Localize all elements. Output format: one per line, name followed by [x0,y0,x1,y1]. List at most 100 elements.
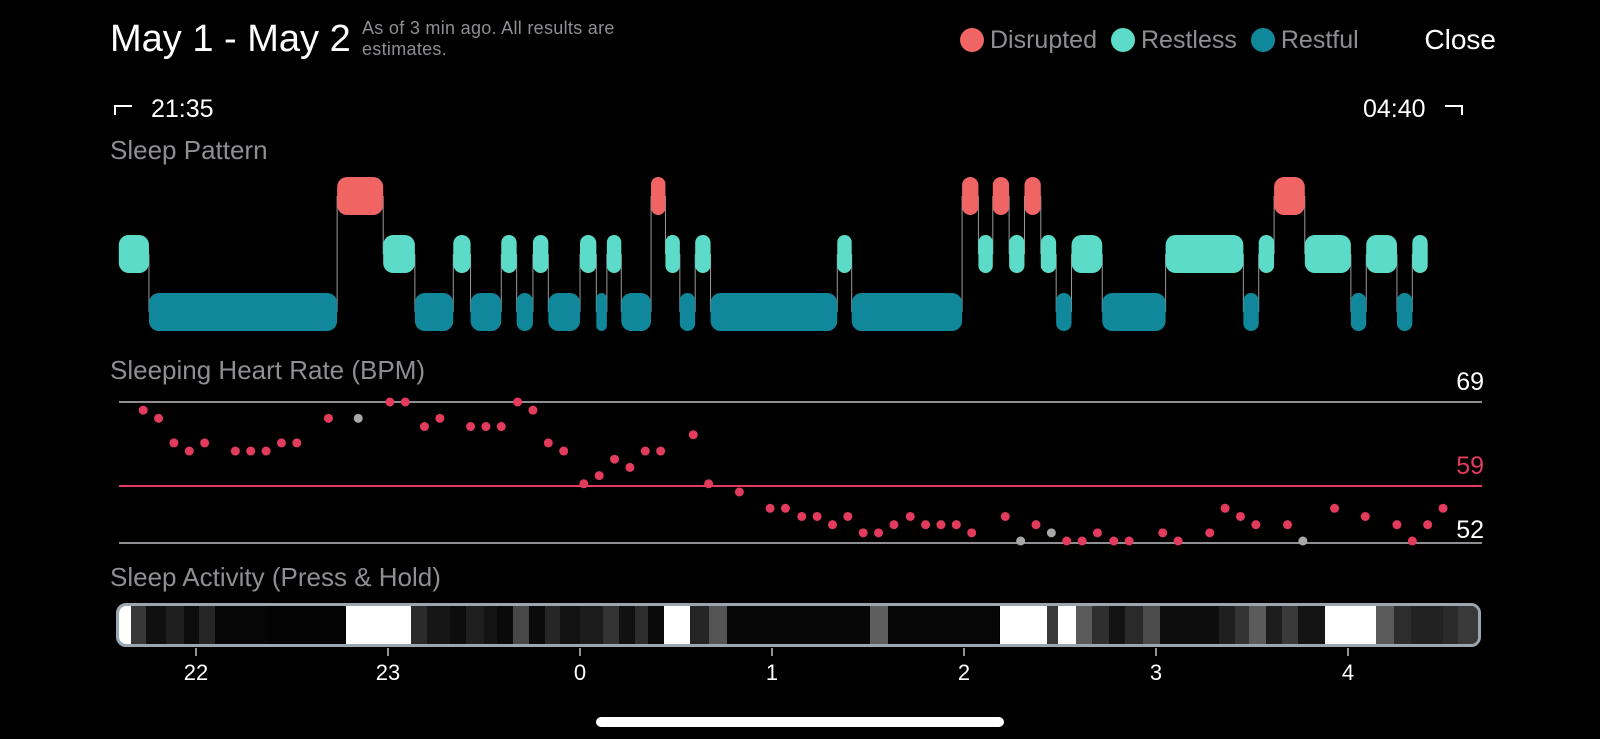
heart-rate-point [1251,520,1261,530]
heart-rate-point [1016,536,1026,546]
legend-label-restful: Restful [1280,25,1359,54]
activity-segment [1411,606,1443,644]
activity-segment [1142,606,1161,644]
activity-segment [619,606,635,644]
legend-item-restful: Restful [1250,25,1359,55]
sleep-segment-restless [1366,235,1397,273]
activity-segment [1046,606,1059,644]
heart-rate-point [656,446,666,456]
heart-rate-point [154,413,164,423]
sleep-segment-restless [453,235,471,273]
activity-segment [1393,606,1412,644]
heart-rate-point [1407,536,1417,546]
sleep-segment-restful [596,293,607,331]
sleep-segment-restful [1056,293,1072,331]
heart-rate-point [889,520,899,530]
activity-segment [1248,606,1267,644]
activity-segment [466,606,484,644]
sleep-segment-restless [118,235,149,273]
sleep-segment-restless [1009,235,1025,273]
heart-rate-point [184,446,194,456]
activity-segment [603,606,620,644]
activity-segment [215,606,269,644]
home-indicator[interactable] [596,717,1004,727]
time-axis-label: 0 [573,660,587,685]
activity-segment [450,606,467,644]
sleep-activity-title: Sleep Activity (Press & Hold) [110,562,441,592]
sleep-segment-restless [1304,235,1351,273]
heart-rate-point [579,479,589,489]
activity-segment [726,606,871,644]
activity-segment [648,606,665,644]
heart-rate-point [543,438,553,448]
end-time: 04:40 [1363,94,1463,124]
sleep-segment-restful [1396,293,1413,331]
end-bracket-icon [1443,103,1463,117]
activity-segment [870,606,888,644]
sleep-segment-restless [580,235,597,273]
heart-rate-point [1220,503,1230,513]
legend-item-disrupted: Disrupted [960,26,1097,55]
heart-rate-point [513,397,523,407]
heart-rate-point [1124,536,1134,546]
heart-rate-point [1158,528,1168,538]
activity-segment [1058,606,1076,644]
legend: Disrupted Restless Restful [960,22,1359,58]
sleep-activity-bar[interactable] [116,603,1481,647]
activity-segment [199,606,216,644]
heart-rate-max-label: 69 [1456,368,1484,396]
end-time-value: 04:40 [1363,95,1426,123]
heart-rate-point [200,438,210,448]
restless-dot-icon [1111,28,1135,52]
heart-rate-point [323,413,333,423]
heart-rate-point [169,438,179,448]
activity-segment [560,606,580,644]
sleep-segment-restful [148,293,338,331]
heart-rate-point [967,528,977,538]
heart-rate-min-label: 52 [1456,516,1484,544]
time-axis-label: 23 [375,660,401,685]
heart-rate-point [1173,536,1183,546]
sleep-pattern-title: Sleep Pattern [110,135,268,165]
activity-segment [1297,606,1326,644]
heart-rate-point [921,520,931,530]
sleep-segment-restful [679,293,696,331]
sleep-segment-restful [621,293,652,331]
heart-rate-point [1330,503,1340,513]
activity-segment [119,606,131,644]
sleep-segment-restless [695,235,711,273]
legend-item-restless: Restless [1111,26,1237,55]
heart-rate-point [1031,520,1041,530]
activity-segment [544,606,561,644]
sleep-segment-restful [414,293,454,331]
activity-segment [999,606,1047,644]
activity-segment [411,606,427,644]
heart-rate-point [827,520,837,530]
activity-segment [528,606,545,644]
sleep-segment-restless [1040,235,1057,273]
sleep-segment-restful [516,293,533,331]
time-axis-tick [1347,648,1349,656]
activity-segment [183,606,200,644]
heart-rate-point [1092,528,1102,538]
heart-rate-point [419,422,429,432]
heart-rate-point [385,397,395,407]
close-button[interactable]: Close [1424,24,1496,55]
activity-segment [1091,606,1110,644]
heart-rate-point [1392,520,1402,530]
heart-rate-point [874,528,884,538]
heart-rate-point [625,462,635,472]
start-time: 21:35 [114,94,214,124]
heart-rate-point [951,520,961,530]
start-time-value: 21:35 [150,95,214,123]
time-axis-tick [963,648,965,656]
sleep-segment-disrupted [337,177,384,215]
heart-rate-point [734,487,744,497]
time-axis-tick [195,648,197,656]
activity-segment [579,606,604,644]
heart-rate-title: Sleeping Heart Rate (BPM) [110,355,426,385]
sleep-segment-restful [851,293,963,331]
heart-rate-point [594,471,604,481]
heart-rate-point [765,503,775,513]
